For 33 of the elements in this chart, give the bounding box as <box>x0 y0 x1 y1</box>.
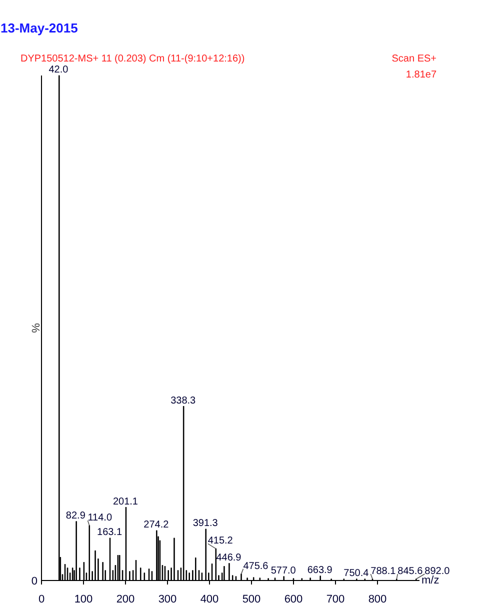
annotation: 446.9 <box>216 552 242 564</box>
annotation: 750.4 <box>344 568 370 579</box>
x-tick-label: 0 <box>38 594 45 606</box>
annotation: 788.1 <box>370 566 396 577</box>
annotation: 114.0 <box>88 512 112 524</box>
annotation: 42.0 <box>48 64 69 76</box>
x-tick-label: 700 <box>326 594 345 606</box>
x-tick-label: 200 <box>116 594 135 606</box>
text: 0 <box>31 576 38 588</box>
chart-title: 13-May-2015 <box>0 20 78 36</box>
annotation: 1.81e7 <box>406 70 437 80</box>
annotation: 338.3 <box>170 395 196 406</box>
y-axis-title: % <box>30 322 42 333</box>
annotation: 82.9 <box>66 510 86 522</box>
annotation: 845.6 <box>398 566 424 577</box>
x-tick-label: 500 <box>242 594 261 606</box>
annotation: 163.1 <box>97 527 122 538</box>
annotation: 577.0 <box>270 565 296 576</box>
x-tick-label: 800 <box>368 594 387 606</box>
annotation: 663.9 <box>307 564 333 576</box>
annotation: 391.3 <box>192 518 218 529</box>
annotation: 475.6 <box>243 560 269 572</box>
annotation: 892.0 <box>424 566 450 577</box>
annotation: 415.2 <box>208 536 234 547</box>
x-tick-label: 300 <box>158 594 177 606</box>
annotation: 201.1 <box>112 496 138 508</box>
x-tick-label: 600 <box>284 594 303 606</box>
text: Scan ES+ <box>392 54 437 64</box>
chart-subtitle: DYP150512-MS+ 11 (0.203) Cm (11-(9:10+12:16)) <box>20 54 245 64</box>
x-axis-title: m/z <box>422 574 440 586</box>
annotation: 274.2 <box>144 520 170 531</box>
x-tick-label: 100 <box>74 594 93 606</box>
x-tick-label: 400 <box>200 594 219 606</box>
